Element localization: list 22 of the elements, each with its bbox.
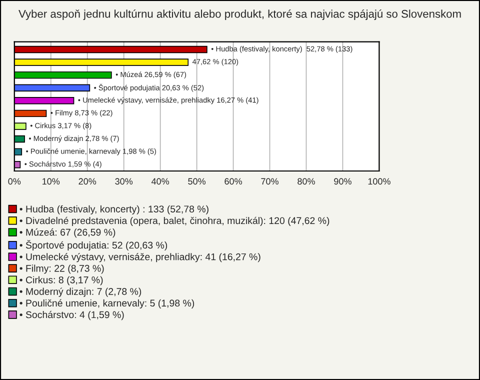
legend-label: • Cirkus: 8 (3,17 %) [20, 276, 103, 286]
legend-label: • Múzeá: 67 (26,59 %) [20, 228, 116, 238]
x-tick-label: 80% [298, 178, 315, 185]
legend-label: • Sochárstvo: 4 (1,59 %) [20, 310, 124, 320]
legend-label: • Umelecké výstavy, vernisáže, prehliadky: 41 (16,27 %) [20, 252, 260, 262]
x-tick-label: 60% [224, 178, 242, 185]
x-tick-label: 10% [42, 178, 60, 185]
x-tick-label: 30% [115, 178, 133, 185]
x-tick-label: 50% [188, 178, 206, 185]
x-tick-label: 20% [78, 178, 96, 185]
x-tick-label: 100% [368, 178, 390, 185]
x-tick-label: 70% [261, 178, 278, 185]
chart-title: Vyber aspoň jednu kultúrnu aktivitu alebo produkt, ktoré sa najviac spájajú so Slovenskom [18, 10, 461, 20]
legend-label: • Filmy: 22 (8,73 %) [20, 264, 104, 274]
legend-label: • Pouličné umenie, karnevaly: 5 (1,98 %) [20, 299, 194, 308]
legend-label: • Divadelné predstavenia (opera, balet, činohra, muzikál): 120 (47,62 %) [20, 216, 330, 226]
x-tick-label: 40% [151, 178, 170, 185]
x-tick-label: 90% [334, 178, 352, 185]
x-tick-label: 0% [8, 178, 21, 185]
legend-label: • Hudba (festivaly, koncerty) : 133 (52,78 %) [20, 205, 208, 214]
legend-label: • Moderný dizajn: 7 (2,78 %) [20, 288, 142, 297]
legend-label: • Športové podujatia: 52 (20,63 %) [20, 240, 168, 251]
